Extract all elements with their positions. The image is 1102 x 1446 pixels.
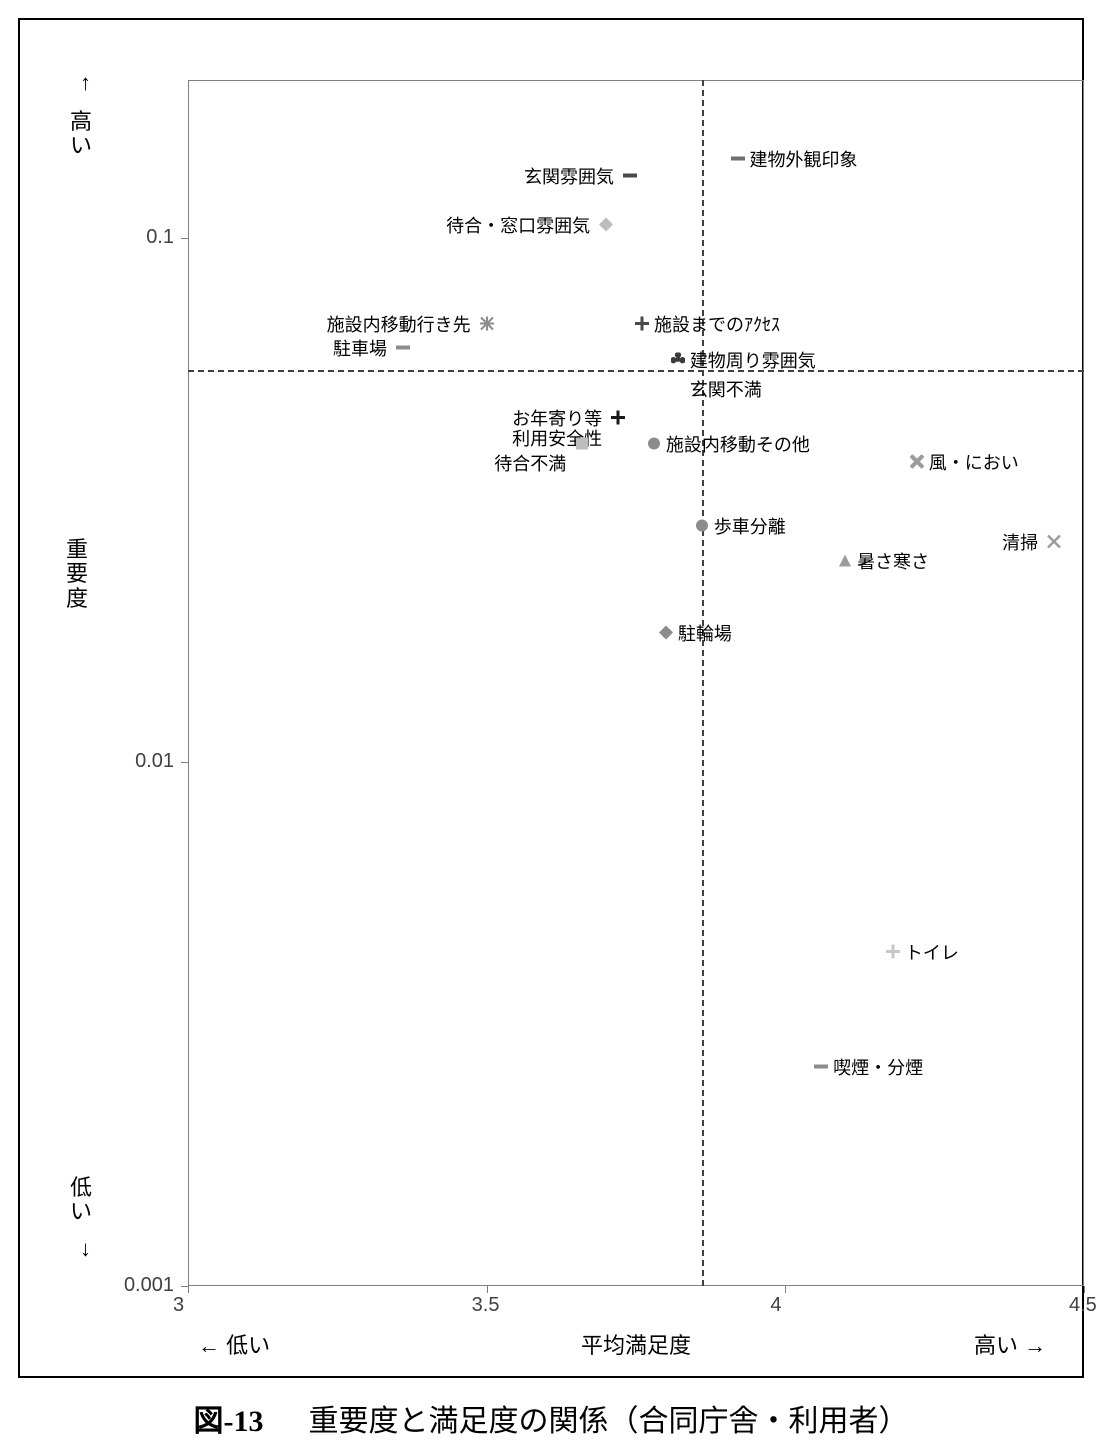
y-axis-high-arrow: ↑ (80, 70, 91, 96)
y-tick-label: 0.1 (146, 226, 174, 249)
y-tick-mark (181, 238, 188, 239)
data-point-marker (910, 455, 924, 474)
x-tick-label: 3.5 (472, 1294, 500, 1317)
data-point-label: 喫煙・分煙 (833, 1058, 923, 1079)
data-point-marker (659, 625, 673, 644)
y-tick-mark (181, 1286, 188, 1287)
y-axis-label: 重要度 (66, 538, 88, 611)
data-point-marker (695, 518, 709, 537)
reference-line-horizontal (188, 370, 1084, 372)
y-tick-label: 0.01 (135, 750, 174, 773)
figure-caption-text: 重要度と満足度の関係（合同庁舎・利用者） (309, 1405, 909, 1438)
data-point-label: 清掃 (1002, 533, 1038, 554)
x-axis-low-label: ← 低い (198, 1328, 270, 1360)
x-axis-label: 平均満足度 (581, 1328, 691, 1360)
y-axis-high-label: 高い (70, 110, 92, 158)
data-point-label: 暑さ寒さ (857, 552, 929, 573)
data-point-marker (480, 316, 494, 335)
data-point-marker (671, 352, 685, 371)
figure-outer-frame: 重要度 ↑ 高い 低い ↓ 平均満足度 ← 低い 高い → 33.544.50.… (18, 18, 1084, 1378)
data-point-label: 施設内移動その他 (666, 435, 810, 456)
data-point-marker (1047, 535, 1061, 554)
data-point-label: 建物周り雰囲気 (690, 351, 816, 372)
x-tick-mark (188, 1286, 189, 1293)
data-point-label: 建物外観印象 (750, 150, 858, 171)
y-tick-label: 0.001 (124, 1274, 174, 1297)
figure-number: 図-13 (194, 1405, 264, 1438)
data-point-label: トイレ (905, 943, 959, 964)
y-axis-low-label: 低い (70, 1176, 92, 1224)
x-tick-label: 4.5 (1069, 1294, 1097, 1317)
data-point-label: 歩車分離 (714, 517, 786, 538)
reference-line-vertical (702, 80, 704, 1286)
data-point-marker (635, 316, 649, 335)
scatter-plot-area (188, 80, 1084, 1286)
data-point-label: 玄関不満 (690, 380, 762, 401)
data-point-label: 駐輪場 (678, 624, 732, 645)
y-axis-low-arrow: ↓ (80, 1236, 91, 1262)
data-point-marker (731, 152, 745, 171)
data-point-label: 待合不満 (494, 454, 566, 475)
x-tick-mark (487, 1286, 488, 1293)
x-tick-label: 3 (173, 1294, 184, 1317)
data-point-label: 風・におい (929, 453, 1019, 474)
x-tick-label: 4 (770, 1294, 781, 1317)
data-point-marker (599, 217, 613, 236)
data-point-marker (814, 1059, 828, 1078)
data-point-label: 駐車場 (333, 339, 387, 360)
data-point-marker (647, 437, 661, 456)
figure-caption: 図-13 重要度と満足度の関係（合同庁舎・利用者） (0, 1396, 1102, 1440)
data-point-label: 玄関雰囲気 (524, 167, 614, 188)
x-axis-high-label: 高い → (974, 1328, 1046, 1360)
data-point-label: 待合・窓口雰囲気 (446, 216, 590, 237)
data-point-marker (575, 437, 589, 456)
x-tick-mark (1084, 1286, 1085, 1293)
data-point-marker (623, 169, 637, 188)
x-tick-mark (785, 1286, 786, 1293)
page-root: 重要度 ↑ 高い 低い ↓ 平均満足度 ← 低い 高い → 3 3.5 4 4.5 0.… (0, 0, 1102, 1446)
data-point-marker (396, 341, 410, 360)
data-point-label: 施設内移動行き先 (327, 315, 471, 336)
y-tick-mark (181, 762, 188, 763)
data-point-marker (838, 553, 852, 572)
data-point-marker (886, 944, 900, 963)
data-point-marker (611, 410, 625, 429)
data-point-label: 施設までのｱｸｾｽ (654, 315, 780, 336)
